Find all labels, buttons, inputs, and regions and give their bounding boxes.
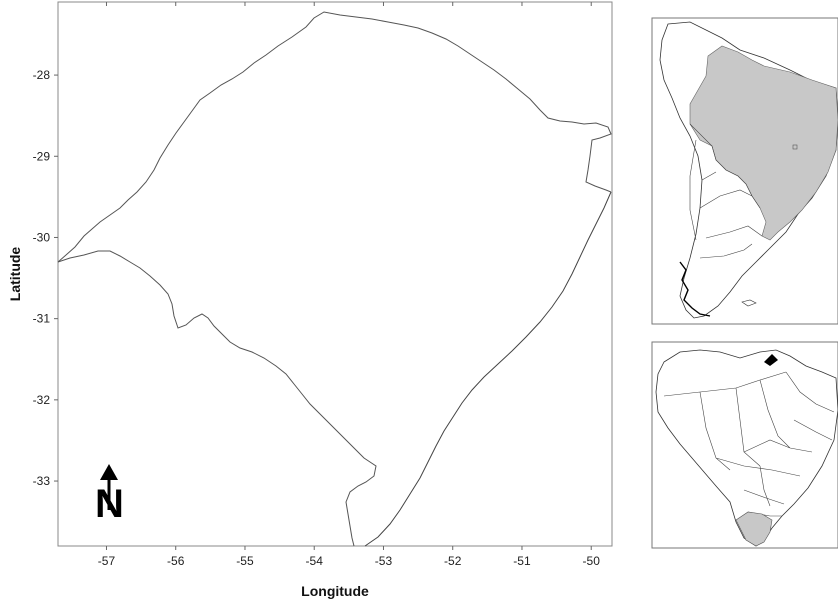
state-outline [57,11,612,263]
x-axis-title: Longitude [301,583,369,599]
south-america-outline [659,21,838,319]
rio-grande-do-sul-highlight [735,511,773,547]
y-tick-label: -31 [33,312,51,326]
location-marker [792,144,798,150]
x-tick-label: -57 [98,554,116,568]
south-america-borders [689,123,763,259]
x-tick-label: -53 [375,554,393,568]
main-map-frame [57,1,613,547]
archipelago [679,261,711,317]
islands [741,299,757,307]
brazil-highlight [689,45,838,241]
x-tick-label: -50 [583,554,601,568]
x-tick-label: -55 [236,554,254,568]
x-tick-label: -54 [306,554,324,568]
y-tick-label: -33 [33,474,51,488]
y-axis-ticks: -28 -29 -30 -31 -32 -33 [33,68,58,488]
x-tick-label: -51 [513,554,531,568]
western-border [57,250,377,547]
coastline [364,191,612,547]
y-tick-label: -30 [33,230,51,244]
x-tick-label: -52 [444,554,462,568]
brazil-outline [655,349,838,547]
y-tick-label: -29 [33,149,51,163]
brazil-state-borders [663,371,835,517]
y-axis-title: Latitude [7,247,23,302]
y-tick-label: -28 [33,68,51,82]
north-arrow: N [95,464,124,526]
x-axis-ticks: -57 -56 -55 -54 -53 -52 -51 -50 [98,2,600,568]
north-arrow-label: N [95,482,124,526]
inset-south-america [651,17,838,325]
y-tick-label: -32 [33,393,51,407]
river-mouth [764,354,778,366]
inset-brazil [651,341,838,549]
x-tick-label: -56 [167,554,185,568]
